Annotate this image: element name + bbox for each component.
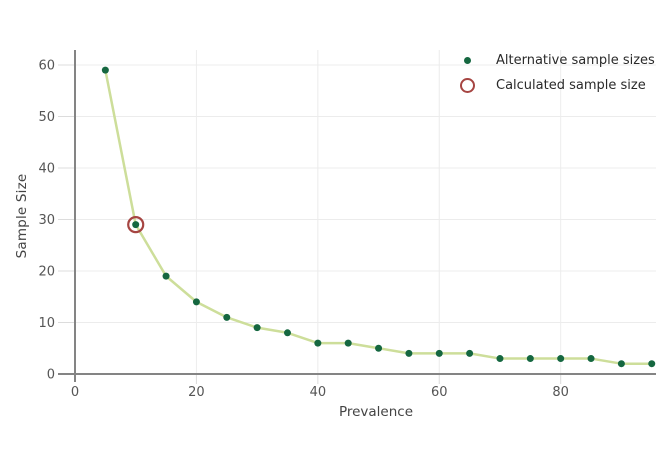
- y-tick-label: 50: [38, 110, 55, 125]
- data-point: [283, 329, 291, 337]
- x-tick-label: 0: [71, 385, 79, 400]
- x-tick-label: 80: [552, 385, 569, 400]
- data-point: [648, 360, 656, 368]
- series-line: [104, 69, 652, 365]
- data-point: [557, 355, 565, 363]
- y-tick-label: 60: [38, 58, 55, 73]
- legend-item-calculated-sample-size[interactable]: Calculated sample size: [455, 73, 655, 98]
- data-point: [101, 66, 109, 74]
- y-tick-label: 40: [38, 161, 55, 176]
- data-point: [587, 355, 595, 363]
- legend-marker: [455, 78, 479, 93]
- y-tick-label: 10: [38, 316, 55, 331]
- dot-icon: [463, 57, 471, 64]
- data-point: [344, 339, 352, 347]
- data-point: [405, 349, 413, 357]
- legend-label: Alternative sample sizes: [496, 53, 655, 68]
- legend-item-alternative-sample-sizes[interactable]: Alternative sample sizes: [455, 48, 655, 73]
- data-point: [435, 349, 443, 357]
- y-tick-label: 20: [38, 264, 55, 279]
- data-point: [192, 298, 200, 306]
- data-point: [526, 355, 534, 363]
- data-point: [375, 344, 383, 352]
- data-point: [253, 324, 261, 332]
- legend: Alternative sample sizes Calculated samp…: [455, 48, 655, 98]
- data-point: [466, 349, 474, 357]
- data-point: [617, 360, 625, 368]
- data-point: [132, 221, 140, 229]
- data-point: [496, 355, 504, 363]
- legend-label: Calculated sample size: [496, 78, 646, 93]
- x-tick-label: 40: [310, 385, 327, 400]
- y-axis-title: Sample Size: [14, 173, 30, 259]
- y-tick-label: 30: [38, 213, 55, 228]
- y-tick-label: 0: [47, 368, 55, 383]
- x-axis-title: Prevalence: [338, 404, 414, 420]
- data-point: [162, 272, 170, 280]
- data-point: [314, 339, 322, 347]
- x-tick-label: 60: [431, 385, 448, 400]
- x-tick-label: 20: [188, 385, 205, 400]
- legend-marker: [455, 57, 479, 64]
- data-point: [223, 313, 231, 321]
- calculated-point-ring: [127, 216, 145, 234]
- ring-icon: [459, 78, 475, 93]
